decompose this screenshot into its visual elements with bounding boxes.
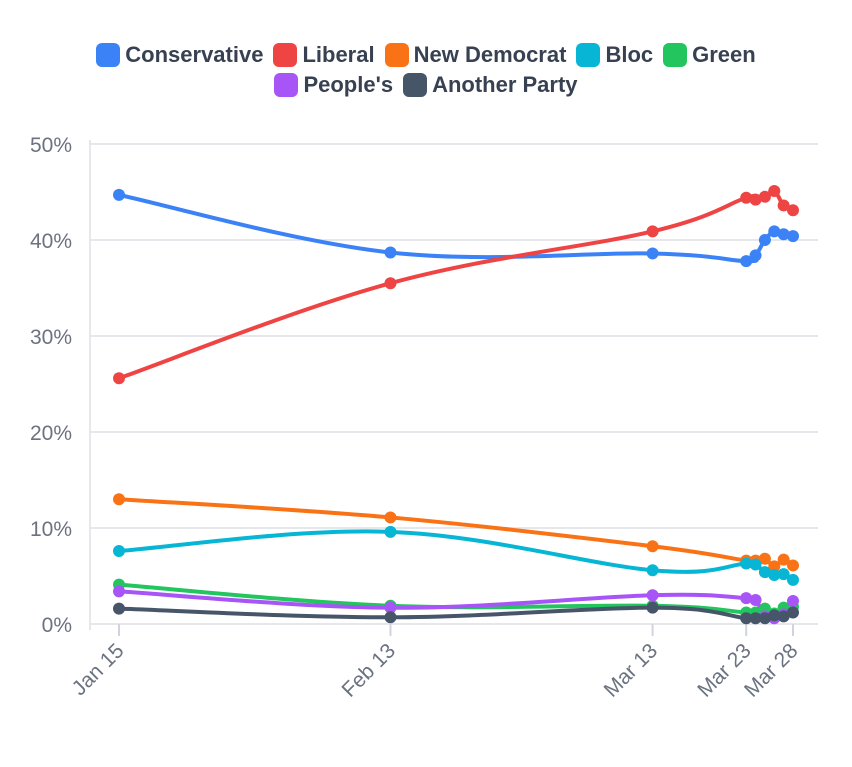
- series-line-conservative: [117, 192, 795, 264]
- data-point-people-s[interactable]: [787, 594, 799, 607]
- data-point-bloc[interactable]: [384, 525, 397, 538]
- legend-label-liberal: Liberal: [302, 42, 375, 67]
- data-point-conservative[interactable]: [777, 228, 790, 241]
- data-point-new-democrat[interactable]: [768, 560, 781, 573]
- data-point-conservative[interactable]: [646, 247, 659, 260]
- data-point-bloc[interactable]: [787, 573, 799, 586]
- x-tick-label: Feb 13: [338, 639, 401, 702]
- legend-item-liberal[interactable]: Liberal: [273, 42, 375, 68]
- series-lines: [117, 188, 795, 622]
- data-point-bloc[interactable]: [749, 558, 762, 571]
- data-point-another-party[interactable]: [646, 601, 659, 614]
- legend-swatch-liberal: [273, 43, 298, 67]
- data-point-new-democrat[interactable]: [777, 553, 790, 566]
- data-point-people-s[interactable]: [113, 585, 125, 598]
- data-point-another-party[interactable]: [384, 611, 397, 624]
- data-point-another-party[interactable]: [758, 612, 771, 625]
- y-axis: 0% 10% 20% 30% 40% 50%: [30, 134, 72, 637]
- legend-swatch-conservative: [96, 43, 121, 67]
- data-point-conservative[interactable]: [384, 246, 397, 259]
- data-point-conservative[interactable]: [113, 188, 125, 201]
- x-tick-label: Jan 15: [68, 639, 129, 700]
- legend-swatch-peoples: [274, 73, 299, 97]
- data-point-new-democrat[interactable]: [113, 493, 125, 506]
- legend-item-peoples[interactable]: People's: [274, 72, 393, 98]
- data-point-liberal[interactable]: [768, 185, 781, 198]
- data-point-liberal[interactable]: [758, 190, 771, 203]
- data-point-another-party[interactable]: [777, 610, 790, 623]
- data-point-liberal[interactable]: [384, 277, 397, 290]
- data-point-liberal[interactable]: [646, 225, 659, 238]
- data-point-people-s[interactable]: [740, 592, 753, 605]
- data-point-conservative[interactable]: [740, 255, 753, 268]
- legend-swatch-another-party: [403, 73, 428, 97]
- data-point-another-party[interactable]: [749, 612, 762, 625]
- data-point-new-democrat[interactable]: [384, 511, 397, 524]
- y-tick-label: 0%: [42, 614, 72, 637]
- data-point-liberal[interactable]: [777, 199, 790, 212]
- data-point-bloc[interactable]: [777, 568, 790, 581]
- data-point-liberal[interactable]: [740, 191, 753, 204]
- y-tick-label: 20%: [30, 422, 72, 445]
- y-tick-label: 50%: [30, 134, 72, 157]
- legend-label-bloc: Bloc: [605, 42, 654, 67]
- legend-item-bloc[interactable]: Bloc: [576, 42, 653, 68]
- legend-label-conservative: Conservative: [125, 42, 264, 67]
- data-point-people-s[interactable]: [646, 589, 659, 602]
- data-point-new-democrat[interactable]: [787, 559, 799, 572]
- data-point-liberal[interactable]: [113, 372, 125, 385]
- legend-item-green[interactable]: Green: [663, 42, 756, 68]
- legend-label-new-democrat: New Democrat: [413, 42, 567, 67]
- data-point-bloc[interactable]: [740, 557, 753, 570]
- legend-swatch-green: [663, 43, 688, 67]
- series-line-bloc: [117, 529, 795, 582]
- y-tick-label: 10%: [30, 518, 72, 541]
- legend: Conservative Liberal New Democrat Bloc G…: [0, 40, 852, 100]
- legend-label-another-party: Another Party: [432, 72, 578, 97]
- x-tick-label: Mar 13: [600, 639, 662, 701]
- series-line-another-party: [117, 605, 795, 622]
- legend-row-1: Conservative Liberal New Democrat Bloc G…: [0, 40, 852, 70]
- data-point-conservative[interactable]: [768, 225, 781, 238]
- legend-swatch-bloc: [576, 43, 601, 67]
- legend-swatch-new-democrat: [384, 43, 409, 67]
- data-point-another-party[interactable]: [787, 606, 799, 619]
- data-point-people-s[interactable]: [749, 594, 762, 606]
- legend-label-green: Green: [692, 42, 756, 67]
- data-point-conservative[interactable]: [758, 234, 771, 246]
- data-point-liberal[interactable]: [787, 204, 799, 217]
- data-point-conservative[interactable]: [787, 230, 799, 243]
- legend-row-2: People's Another Party: [0, 70, 852, 100]
- series-line-new-democrat: [117, 497, 795, 569]
- data-point-new-democrat[interactable]: [646, 540, 659, 553]
- data-point-another-party[interactable]: [740, 612, 753, 625]
- series-points: [113, 185, 799, 625]
- y-tick-label: 40%: [30, 230, 72, 253]
- legend-label-peoples: People's: [303, 72, 394, 97]
- data-point-people-s[interactable]: [384, 601, 397, 614]
- data-point-another-party[interactable]: [768, 609, 781, 622]
- data-point-new-democrat[interactable]: [758, 552, 771, 565]
- data-point-bloc[interactable]: [113, 545, 125, 558]
- legend-item-conservative[interactable]: Conservative: [96, 42, 263, 68]
- data-point-conservative[interactable]: [749, 249, 762, 262]
- data-point-bloc[interactable]: [758, 566, 771, 579]
- data-point-bloc[interactable]: [646, 564, 659, 577]
- y-tick-label: 30%: [30, 326, 72, 349]
- data-point-bloc[interactable]: [768, 569, 781, 582]
- legend-item-another-party[interactable]: Another Party: [403, 72, 578, 98]
- data-point-liberal[interactable]: [749, 193, 762, 206]
- grid: [89, 140, 818, 630]
- legend-item-new-democrat[interactable]: New Democrat: [384, 42, 567, 68]
- x-tick-label: Mar 28: [740, 639, 802, 701]
- data-point-another-party[interactable]: [113, 602, 125, 615]
